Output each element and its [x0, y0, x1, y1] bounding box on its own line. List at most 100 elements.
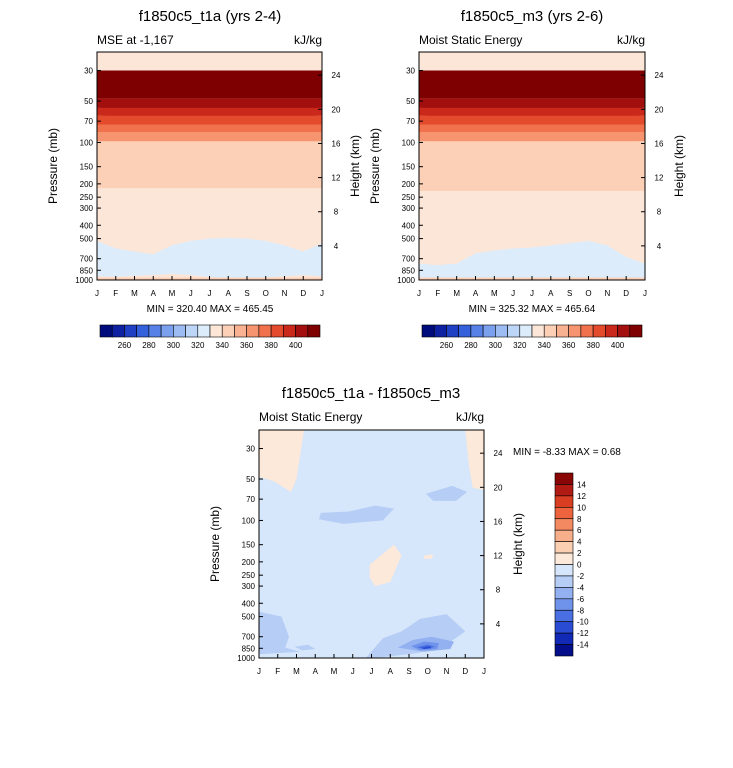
month-tick-label: A — [313, 667, 319, 676]
colorbar-swatch — [554, 621, 574, 634]
pressure-tick-label: 400 — [242, 599, 256, 608]
field-label: Moist Static Energy — [419, 33, 522, 47]
colorbar-swatch — [554, 529, 574, 542]
month-tick-label: S — [244, 289, 249, 298]
contour-patch — [259, 430, 304, 492]
month-tick-label: A — [226, 289, 232, 298]
colorbar-swatch — [580, 324, 594, 338]
colorbar-label: 360 — [240, 341, 254, 350]
colorbar-swatch — [258, 324, 272, 338]
contour-band — [97, 98, 322, 110]
colorbar-label: -6 — [577, 595, 585, 604]
height-axis-label: Height (km) — [511, 513, 525, 575]
colorbar: 260 280 300 320 340 360 380 400 — [421, 324, 643, 350]
colorbar-label: -2 — [577, 572, 585, 581]
pressure-tick-label: 150 — [242, 541, 256, 550]
pressure-tick-label: 150 — [80, 163, 94, 172]
colorbar-label: 280 — [464, 341, 478, 350]
height-tick-label: 12 — [332, 174, 341, 183]
colorbar-label: 10 — [577, 503, 586, 512]
colorbar-swatch — [136, 324, 150, 338]
height-tick-label: 16 — [655, 139, 664, 148]
min-max-text: MIN = 320.40 MAX = 465.45 — [147, 304, 274, 315]
month-tick-label: A — [473, 289, 479, 298]
contour-band — [419, 70, 645, 99]
field-label: Moist Static Energy — [259, 410, 362, 424]
colorbar-swatch — [568, 324, 582, 338]
colorbar-label: 360 — [562, 341, 576, 350]
colorbar-label: 300 — [489, 341, 503, 350]
colorbar-swatch — [554, 564, 574, 577]
pressure-tick-label: 500 — [402, 235, 416, 244]
month-tick-label: A — [151, 289, 157, 298]
colorbar-swatch — [495, 324, 508, 338]
colorbar-label: 380 — [586, 341, 600, 350]
pressure-tick-label: 1000 — [237, 654, 255, 663]
contour-band — [97, 188, 322, 245]
pressure-tick-label: 100 — [242, 516, 256, 525]
colorbar-swatch — [531, 324, 545, 338]
units-label: kJ/kg — [617, 33, 645, 47]
colorbar-swatch — [519, 324, 533, 338]
pressure-axis-label: Pressure (mb) — [46, 128, 60, 204]
colorbar-label: 340 — [216, 341, 230, 350]
height-tick-label: 4 — [496, 620, 501, 629]
colorbar: 14 12 10 8 6 4 2 0 -2 -4 -6 -8 -10 -12 -14 — [554, 472, 589, 657]
contour-patch — [465, 430, 484, 490]
pressure-tick-label: 400 — [402, 221, 416, 230]
colorbar-swatch — [617, 324, 631, 338]
pressure-tick-label: 70 — [406, 117, 415, 126]
pressure-tick-label: 250 — [402, 193, 416, 202]
contour-band — [419, 98, 645, 110]
colorbar-label: -12 — [577, 629, 589, 638]
colorbar-swatch — [554, 575, 574, 588]
colorbar-swatch — [556, 324, 569, 338]
pressure-tick-label: 300 — [80, 204, 94, 213]
contour-patch — [425, 485, 468, 501]
field-label: MSE at -1,167 — [97, 33, 174, 47]
month-tick-label: F — [435, 289, 440, 298]
colorbar-swatch — [148, 324, 162, 338]
contour-band-cool — [419, 240, 645, 278]
colorbar-label: 260 — [440, 341, 454, 350]
pressure-tick-label: 30 — [406, 67, 415, 76]
month-tick-label: J — [530, 289, 534, 298]
height-tick-label: 16 — [494, 517, 503, 526]
pressure-tick-label: 100 — [402, 138, 416, 147]
month-tick-label: J — [511, 289, 515, 298]
colorbar-swatch — [197, 324, 211, 338]
month-tick-label: O — [263, 289, 269, 298]
colorbar-label: 320 — [513, 341, 527, 350]
height-tick-label: 20 — [332, 105, 341, 114]
contour-band — [419, 132, 645, 144]
colorbar-swatch — [554, 541, 574, 554]
colorbar-swatch — [554, 632, 574, 645]
contour-band — [97, 132, 322, 144]
colorbar-label: -10 — [577, 618, 589, 627]
colorbar-swatch — [446, 324, 459, 338]
colorbar-swatch — [543, 324, 557, 338]
pressure-tick-label: 250 — [80, 193, 94, 202]
colorbar-label: 8 — [577, 515, 582, 524]
panel-title: f1850c5_t1a (yrs 2-4) — [139, 8, 282, 25]
pressure-axis-label: Pressure (mb) — [208, 506, 222, 582]
month-tick-label: M — [169, 289, 176, 298]
height-tick-label: 4 — [334, 242, 339, 251]
colorbar-label: -14 — [577, 641, 589, 650]
pressure-tick-label: 400 — [80, 221, 94, 230]
pressure-tick-label: 850 — [402, 266, 416, 275]
pressure-tick-label: 150 — [402, 163, 416, 172]
contour-patch — [424, 554, 434, 559]
month-tick-label: M — [491, 289, 498, 298]
colorbar-swatch — [307, 324, 321, 338]
colorbar-label: 6 — [577, 526, 582, 535]
pressure-tick-label: 1000 — [397, 276, 415, 285]
colorbar-label: 12 — [577, 492, 586, 501]
month-tick-label: J — [95, 289, 99, 298]
colorbar-swatch — [433, 324, 447, 338]
colorbar-swatch — [554, 518, 574, 531]
month-tick-label: M — [453, 289, 460, 298]
contour-band — [97, 70, 322, 99]
